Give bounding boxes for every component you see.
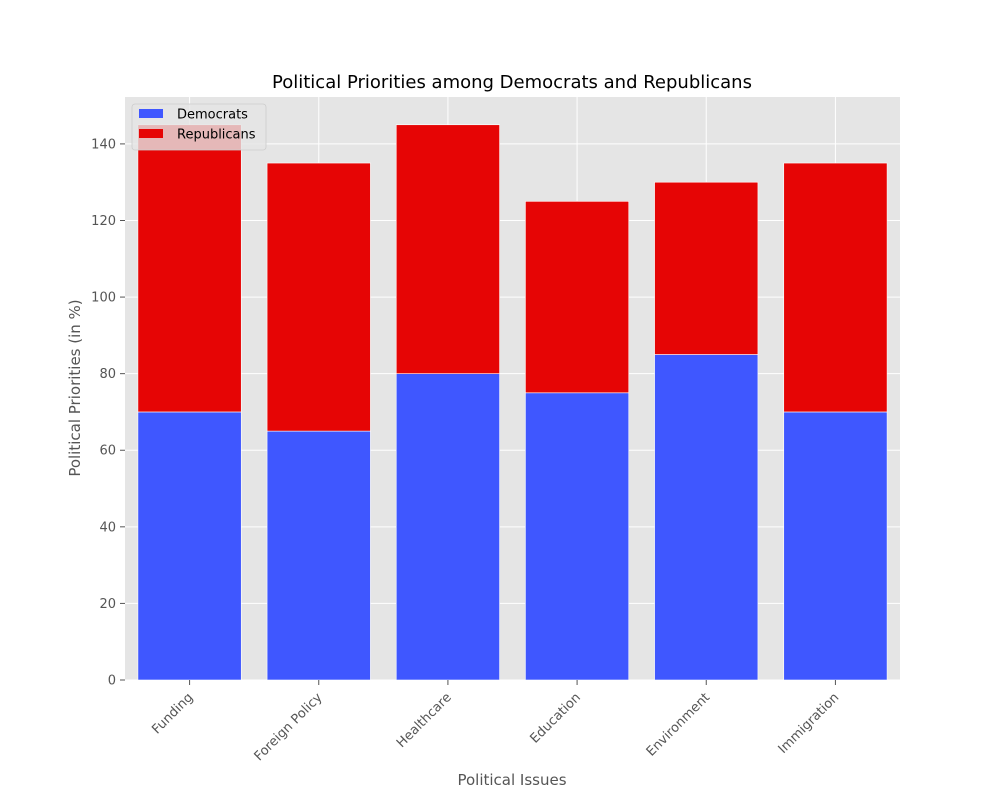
bar-republicans	[783, 162, 888, 413]
bar-republicans	[137, 124, 242, 413]
y-axis-label: Political Priorities (in %)	[66, 299, 84, 476]
plot-area	[125, 97, 900, 680]
y-tick-label: 20	[99, 597, 116, 612]
x-tick-label: Funding	[149, 690, 196, 737]
legend-box	[131, 103, 267, 151]
bar-democrats	[395, 373, 500, 681]
legend: Democrats Republicans	[131, 103, 267, 151]
bar-democrats	[783, 411, 888, 681]
legend-label: Republicans	[177, 128, 256, 143]
y-tick-label: 100	[91, 291, 116, 306]
x-tick-label: Environment	[644, 690, 713, 759]
legend-label: Democrats	[177, 108, 248, 123]
y-tick-label: 120	[91, 214, 116, 229]
x-tick-label: Foreign Policy	[252, 690, 326, 764]
y-axis: 0 20 40 60 80 100 120 140	[91, 137, 125, 689]
y-tick-label: 40	[99, 520, 116, 535]
y-tick-label: 80	[99, 367, 116, 382]
bar-democrats	[266, 430, 371, 681]
bars	[137, 124, 888, 681]
x-axis-label: Political Issues	[457, 771, 566, 789]
y-tick-label: 60	[99, 444, 116, 459]
x-tick-label: Immigration	[776, 690, 843, 757]
y-tick-label: 0	[108, 674, 116, 689]
bar-democrats	[137, 411, 242, 681]
x-axis: Funding Foreign Policy Healthcare Education…	[149, 680, 842, 764]
bar-republicans	[525, 201, 630, 394]
y-tick-label: 140	[91, 137, 116, 152]
legend-swatch	[139, 109, 163, 118]
x-tick-label: Healthcare	[394, 690, 455, 751]
legend-swatch	[139, 129, 163, 138]
bar-republicans	[395, 124, 500, 374]
bar-democrats	[525, 392, 630, 681]
x-tick-label: Education	[528, 690, 584, 746]
chart-title: Political Priorities among Democrats and…	[272, 72, 752, 93]
bar-republicans	[266, 162, 371, 432]
bar-democrats	[654, 354, 759, 681]
bar-republicans	[654, 181, 759, 355]
